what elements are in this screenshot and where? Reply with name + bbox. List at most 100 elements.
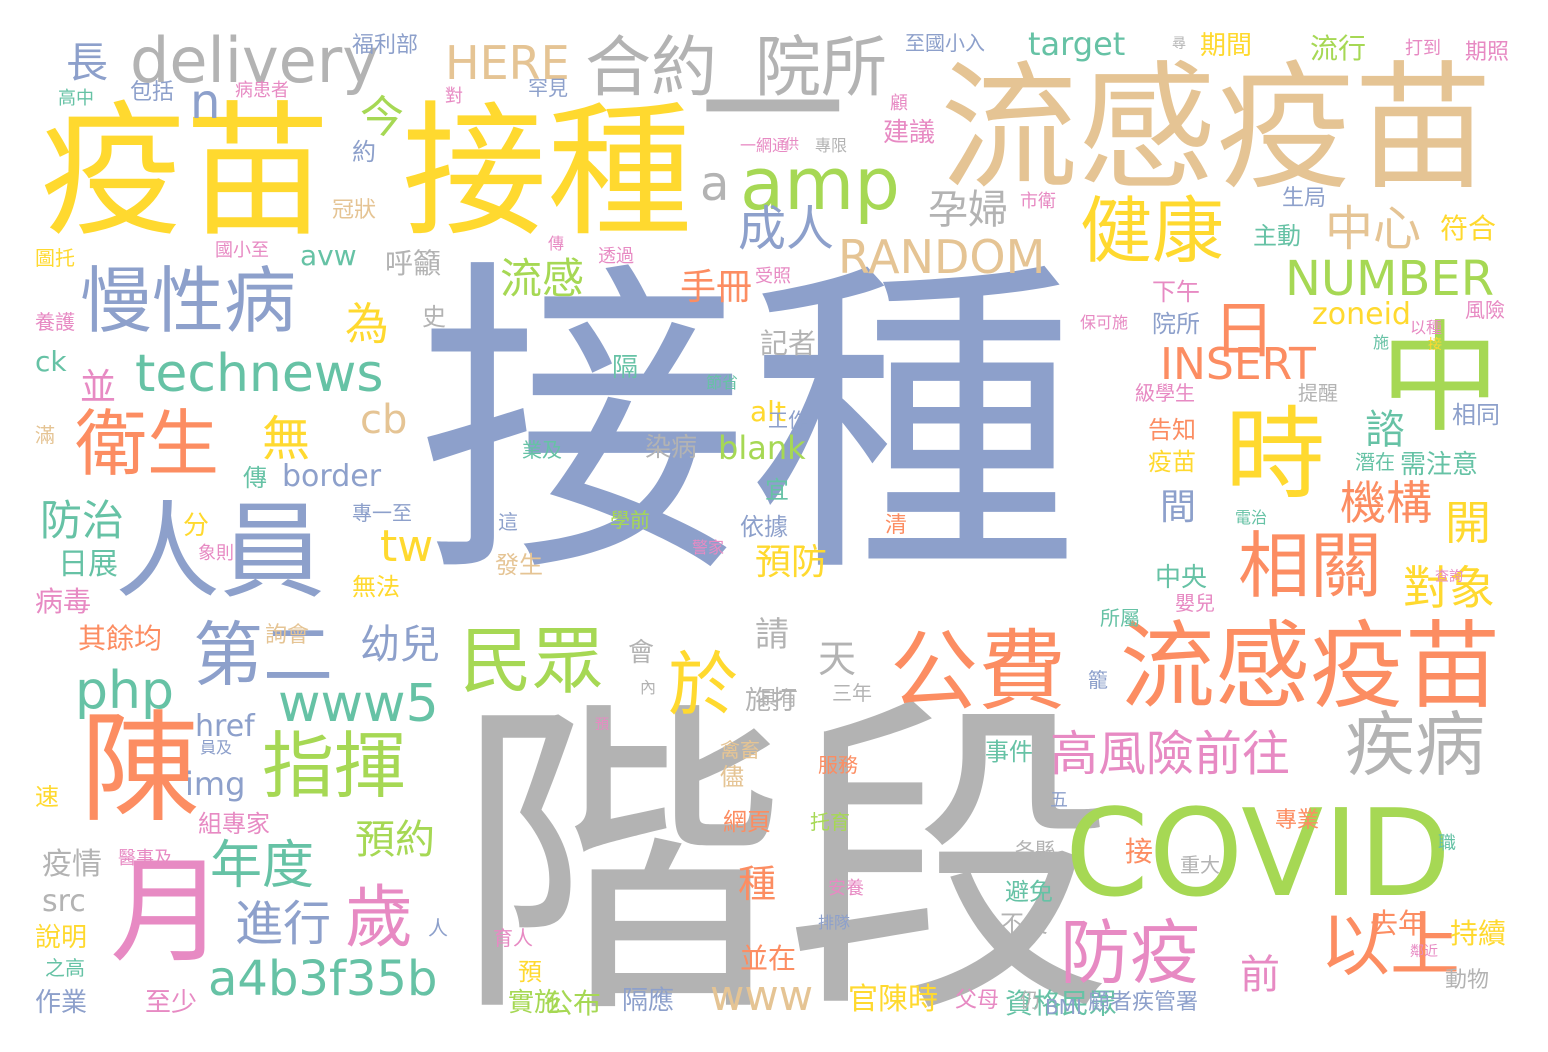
word-162: 五 bbox=[1050, 790, 1068, 811]
word-129: 網頁 bbox=[723, 808, 771, 836]
word-45: 幼兒 bbox=[360, 622, 440, 668]
word-151: 期照 bbox=[1465, 40, 1510, 65]
word-126: 發生 bbox=[495, 551, 543, 579]
word-145: 圖托 bbox=[35, 246, 75, 270]
word-160: 具有 bbox=[758, 686, 798, 710]
word-159: 三年 bbox=[832, 681, 872, 705]
word-98: 主動 bbox=[1253, 222, 1301, 250]
word-77: 記者 bbox=[760, 327, 817, 360]
word-61: 並 bbox=[80, 367, 117, 408]
word-50: 流感 bbox=[500, 254, 585, 303]
word-55: 今 bbox=[360, 92, 404, 143]
word-76: alt bbox=[750, 395, 786, 428]
word-109: 依據 bbox=[740, 513, 788, 541]
word-1: 階段 bbox=[455, 673, 1115, 1052]
word-149: 病患者 bbox=[235, 80, 289, 101]
word-37: 成人 bbox=[738, 201, 835, 257]
word-58: 長 bbox=[66, 38, 109, 87]
word-6: 中 bbox=[1380, 310, 1500, 449]
word-49: 孕婦 bbox=[928, 187, 1008, 233]
word-119: 父母 bbox=[955, 988, 1000, 1013]
word-51: 預約 bbox=[355, 817, 435, 863]
word-64: 諮 bbox=[1365, 407, 1405, 453]
word-60: cb bbox=[360, 397, 408, 443]
word-20: 衛生 bbox=[75, 402, 220, 486]
word-122: 建議 bbox=[883, 118, 936, 148]
word-3: 接種 bbox=[402, 88, 692, 257]
word-163: 各縣 bbox=[1015, 838, 1055, 862]
word-171: 嬰兒 bbox=[1175, 591, 1215, 615]
word-112: 施打 bbox=[745, 686, 798, 716]
word-153: 生局 bbox=[1282, 186, 1327, 211]
word-104: 下午 bbox=[1152, 278, 1200, 306]
word-200: 供 bbox=[785, 137, 799, 153]
word-10: 時 bbox=[1225, 396, 1325, 513]
word-24: 相關 bbox=[1238, 524, 1383, 608]
word-11: 陳 bbox=[80, 700, 200, 839]
word-133: 專業 bbox=[1275, 808, 1320, 833]
word-38: HERE bbox=[445, 36, 570, 90]
word-25: 第二 bbox=[193, 614, 333, 696]
word-150: 風險 bbox=[1465, 298, 1505, 322]
word-176: 電治 bbox=[1235, 508, 1268, 527]
word-48: 對象 bbox=[1403, 561, 1495, 615]
word-110: 請 bbox=[755, 615, 789, 655]
word-65: 間 bbox=[1160, 487, 1197, 528]
word-183: 以種 bbox=[1410, 318, 1443, 337]
word-202: 查詢 bbox=[1435, 569, 1463, 585]
word-12: 月 bbox=[110, 845, 226, 979]
word-97: 符合 bbox=[1440, 212, 1497, 245]
word-187: 專限 bbox=[815, 136, 848, 155]
word-143: 滿 bbox=[35, 423, 55, 447]
word-33: 中心 bbox=[1325, 201, 1422, 257]
word-123: 染病 bbox=[645, 433, 698, 463]
word-94: 持續 bbox=[1450, 917, 1507, 950]
word-181: 透過 bbox=[598, 246, 634, 267]
word-91: 並在 bbox=[740, 942, 797, 975]
word-35: RANDOM bbox=[838, 230, 1046, 284]
word-47: 開 bbox=[1445, 496, 1491, 550]
word-81: 疫情 bbox=[42, 847, 102, 882]
word-144: 養護 bbox=[35, 310, 75, 334]
word-100: 流行 bbox=[1310, 32, 1367, 65]
word-41: php bbox=[75, 661, 174, 721]
word-177: 清 bbox=[885, 513, 908, 538]
word-165: 育人 bbox=[493, 926, 533, 950]
word-13: 人員 bbox=[115, 491, 326, 613]
word-124: 宜 bbox=[765, 476, 789, 504]
word-114: 避免 bbox=[1005, 878, 1053, 906]
word-178: 警家 bbox=[692, 538, 725, 557]
word-180: 國小至 bbox=[215, 240, 269, 261]
word-54: 為 bbox=[345, 299, 389, 350]
word-170: 節省 bbox=[706, 373, 739, 392]
word-17: amp bbox=[740, 142, 900, 226]
word-201: 接 bbox=[1428, 337, 1442, 353]
word-52: 防治 bbox=[40, 496, 125, 545]
word-192: 籠 bbox=[1088, 668, 1108, 692]
word-172: 所屬 bbox=[1100, 606, 1140, 630]
word-146: 高中 bbox=[58, 88, 94, 109]
word-79: href bbox=[195, 709, 255, 744]
word-85: 說明 bbox=[35, 923, 88, 953]
word-140: 傳 bbox=[243, 464, 267, 492]
word-158: 專一至 bbox=[352, 501, 412, 525]
word-108: 中央 bbox=[1155, 563, 1208, 593]
word-120: 約 bbox=[352, 138, 376, 166]
word-115: 不良 bbox=[1000, 910, 1048, 938]
word-164: 重大 bbox=[1180, 853, 1220, 877]
word-175: 潛在 bbox=[1355, 450, 1395, 474]
word-7: COVID bbox=[1065, 785, 1452, 924]
word-116: 顧者 bbox=[1088, 990, 1133, 1015]
word-99: 期間 bbox=[1200, 31, 1253, 61]
word-66: 前 bbox=[1240, 952, 1280, 998]
word-84: 病毒 bbox=[35, 585, 92, 618]
word-193: 職 bbox=[1438, 833, 1456, 854]
word-5: 流感疫苗 bbox=[940, 48, 1493, 209]
word-15: 院所 bbox=[755, 29, 887, 106]
word-127: 接 bbox=[1125, 835, 1154, 868]
word-89: 公布 bbox=[545, 987, 602, 1020]
word-185: 市衛 bbox=[1020, 191, 1056, 212]
word-42: 年度 bbox=[210, 836, 315, 896]
word-53: 無 bbox=[262, 411, 311, 467]
